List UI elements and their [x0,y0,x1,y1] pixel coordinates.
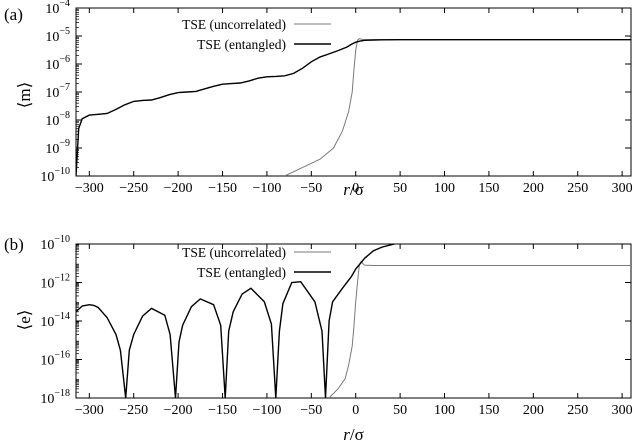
series-line-uncorrelated [284,38,631,176]
y-axis-label: ⟨m⟩ [15,82,34,109]
y-tick-label: 10−9 [45,138,70,157]
x-tick-label: −50 [300,181,322,196]
x-tick-label: −250 [119,181,148,196]
x-tick-label: 200 [523,181,544,196]
x-tick-label: 100 [434,403,455,418]
x-tick-label: −100 [252,181,281,196]
x-tick-label: −50 [300,403,322,418]
panel-b: −300 −250 −200 −150 −100 −50 0 50 100 150 200 250 30… [4,234,633,444]
series-line-entangled [76,39,631,176]
y-tick-label: 10−7 [45,82,70,101]
panel-label: (b) [4,235,24,254]
x-axis-label: r/σ [343,425,364,444]
y-tick-label: 10−6 [45,54,70,73]
x-axis-label: r/σ [343,180,364,199]
panel-label: (a) [4,5,23,24]
y-tick-label: 10−18 [40,388,70,407]
legend-label: TSE (entangled) [197,265,286,280]
x-tick-label: 50 [393,181,407,196]
x-tick-label: 100 [434,181,455,196]
x-tick-label: 150 [478,181,499,196]
x-tick-label: 200 [523,403,544,418]
x-tick-label: 250 [567,181,588,196]
y-tick-label: 10−16 [40,350,70,369]
y-axis-label: ⟨e⟩ [15,310,34,331]
series-line-uncorrelated [328,260,631,398]
y-tick-label: 10−14 [40,311,70,330]
x-tick-label: 150 [478,403,499,418]
x-tick-label: −200 [164,403,193,418]
x-tick-label: −150 [208,181,237,196]
legend-label: TSE (uncorrelated) [182,245,286,260]
y-tick-label: 10−10 [40,166,70,185]
y-tick-label: 10−4 [45,0,70,17]
x-tick-label: −150 [208,403,237,418]
y-tick-label: 10−8 [45,110,70,129]
x-tick-label: 0 [352,403,359,418]
x-tick-label: −300 [75,403,104,418]
legend-label: TSE (uncorrelated) [182,17,286,32]
legend-label: TSE (entangled) [197,37,286,52]
plot-frame [75,7,632,177]
x-tick-label: −100 [252,403,281,418]
plot-frame [75,243,632,399]
y-tick-label: 10−12 [40,273,70,292]
panel-a: −300 −250 −200 −150 −100 −50 0 50 100 150 200 250 30… [4,0,633,199]
x-tick-label: 50 [393,403,407,418]
x-tick-label: −300 [75,181,104,196]
x-tick-label: −250 [119,403,148,418]
x-tick-label: 250 [567,403,588,418]
series-line-entangled [76,244,398,398]
y-tick-label: 10−5 [45,26,70,45]
x-tick-label: 0 [352,181,359,196]
x-tick-label: 300 [612,403,633,418]
x-tick-label: −200 [164,181,193,196]
x-tick-label: 300 [612,181,633,196]
y-tick-label: 10−10 [40,234,70,253]
